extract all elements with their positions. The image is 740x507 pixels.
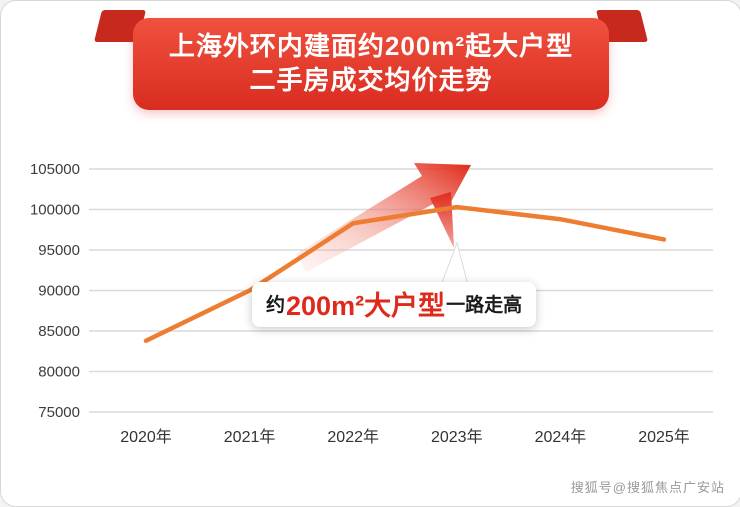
y-tick-label: 75000	[38, 404, 80, 421]
title-banner: 上海外环内建面约200m²起大户型 二手房成交均价走势	[132, 18, 610, 110]
y-tick-label: 105000	[30, 161, 80, 178]
annotation-suffix: 一路走高	[446, 295, 523, 316]
y-tick-label: 95000	[38, 242, 80, 259]
y-tick-label: 100000	[30, 202, 80, 219]
x-tick-label: 2023年	[431, 428, 483, 446]
annotation-prefix: 约	[266, 295, 286, 316]
y-tick-label: 85000	[38, 323, 80, 340]
price-line	[143, 204, 667, 343]
x-tick-label: 2020年	[120, 428, 172, 446]
trend-arrow-wedge	[430, 192, 454, 248]
y-tick-label: 90000	[38, 283, 80, 300]
annotation-highlight: 200m²大户型	[286, 291, 446, 321]
y-tick-label: 80000	[38, 364, 80, 381]
x-tick-label: 2022年	[327, 428, 379, 446]
banner-title-line2: 二手房成交均价走势	[249, 65, 493, 95]
watermark-text: 搜狐号@搜狐焦点广安站	[570, 480, 725, 495]
banner-title-line1: 上海外环内建面约200m²起大户型	[168, 31, 574, 61]
x-tick-label: 2024年	[535, 428, 587, 446]
annotation-callout: 约 200m²大户型 一路走高	[252, 282, 537, 327]
axis-labels: 75000 80000 85000 90000 95000 100000 105000 202…	[30, 161, 690, 446]
price-line-series	[143, 204, 667, 343]
x-tick-label: 2025年	[638, 428, 690, 446]
x-tick-label: 2021年	[224, 428, 276, 446]
